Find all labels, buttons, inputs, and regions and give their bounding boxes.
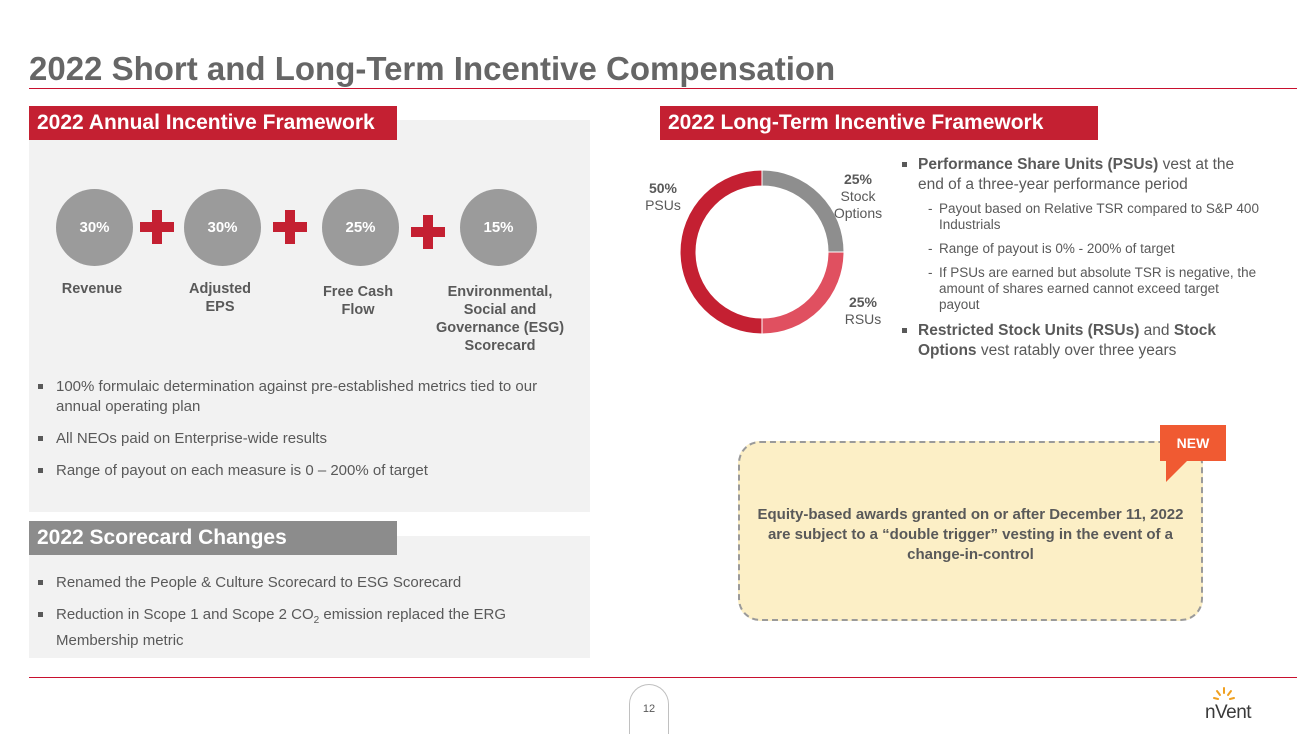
page-title: 2022 Short and Long-Term Incentive Compe…: [29, 50, 836, 87]
chart-label-psus: 50% PSUs: [645, 180, 681, 213]
page-number: 12: [629, 684, 669, 734]
annual-header: 2022 Annual Incentive Framework: [29, 106, 397, 140]
plus-icon: [140, 210, 174, 244]
scorecard-panel: [29, 536, 590, 658]
nvent-logo: nVent: [1198, 686, 1258, 726]
equity-mix-donut-chart: [680, 170, 844, 334]
double-trigger-callout: Equity-based awards granted on or after …: [738, 441, 1203, 621]
psu-bullet: Performance Share Units (PSUs) vest at t…: [900, 155, 1260, 195]
list-item: Range of payout on each measure is 0 – 2…: [32, 461, 582, 481]
list-item: All NEOs paid on Enterprise-wide results: [32, 429, 582, 449]
metric-circle-revenue: 30%: [56, 189, 133, 266]
plus-icon: [411, 215, 445, 249]
metric-label-esg: Environmental, Social and Governance (ES…: [435, 284, 565, 354]
longterm-details: Performance Share Units (PSUs) vest at t…: [900, 155, 1260, 367]
annual-bullets: 100% formulaic determination against pre…: [32, 377, 582, 493]
list-item: Reduction in Scope 1 and Scope 2 CO2 emi…: [32, 605, 582, 651]
new-tag-tail: [1166, 460, 1188, 482]
psu-sub-item: Range of payout is 0% - 200% of target: [900, 241, 1260, 257]
scorecard-header: 2022 Scorecard Changes: [29, 521, 397, 555]
list-item: Renamed the People & Culture Scorecard t…: [32, 573, 582, 593]
metric-label-eps: Adjusted EPS: [188, 281, 252, 315]
longterm-header: 2022 Long-Term Incentive Framework: [660, 106, 1098, 140]
chart-label-stock-options: 25% Stock Options: [833, 171, 883, 221]
scorecard-bullets: Renamed the People & Culture Scorecard t…: [32, 573, 582, 663]
plus-icon: [273, 210, 307, 244]
psu-sub-item: If PSUs are earned but absolute TSR is n…: [900, 265, 1260, 313]
psu-sub-item: Payout based on Relative TSR compared to…: [900, 201, 1260, 233]
donut-slice-stock-options: [761, 170, 844, 253]
callout-text: Equity-based awards granted on or after …: [757, 506, 1184, 563]
metric-label-fcf: Free Cash Flow: [322, 284, 394, 318]
donut-slice-rsus: [761, 251, 844, 334]
metric-circle-esg: 15%: [460, 189, 537, 266]
metric-circle-eps: 30%: [184, 189, 261, 266]
logo-wordmark: nVent: [1204, 702, 1252, 723]
metric-label-revenue: Revenue: [61, 281, 123, 297]
new-badge: NEW: [1160, 425, 1226, 461]
footer-divider: [29, 677, 1297, 678]
title-divider: [29, 88, 1297, 89]
donut-slice-psus: [680, 170, 763, 334]
list-item: 100% formulaic determination against pre…: [32, 377, 582, 417]
annual-panel: [29, 120, 590, 512]
chart-label-rsus: 25% RSUs: [844, 294, 882, 327]
rsu-bullet: Restricted Stock Units (RSUs) and Stock …: [900, 321, 1260, 361]
metric-circle-fcf: 25%: [322, 189, 399, 266]
sunburst-icon: [1213, 687, 1235, 700]
